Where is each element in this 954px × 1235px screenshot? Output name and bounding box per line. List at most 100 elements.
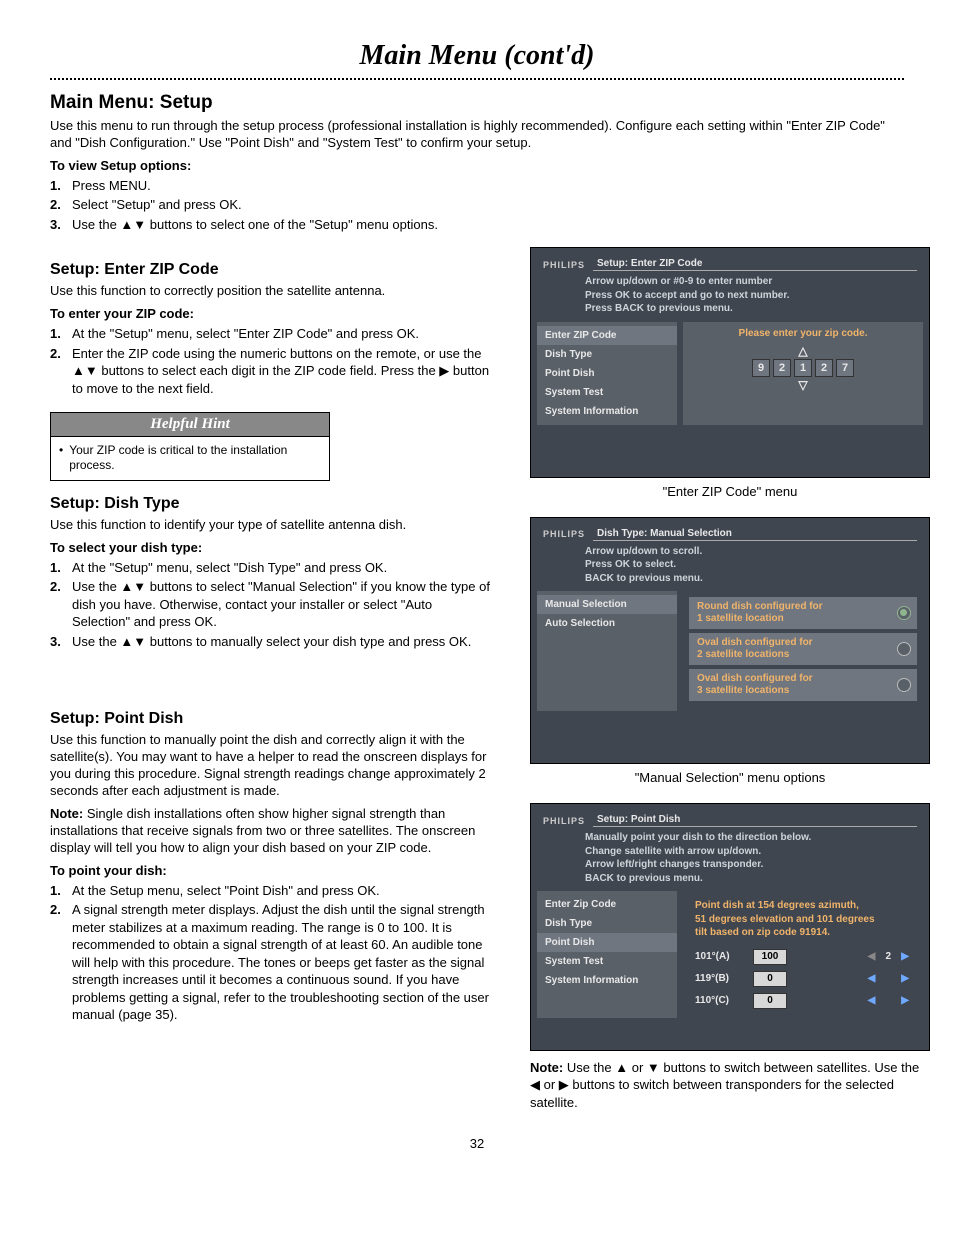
bullet-icon: • [59, 443, 63, 474]
step-text: Enter the ZIP code using the numeric but… [72, 345, 490, 398]
menu-item-enter-zip[interactable]: Enter Zip Code [537, 895, 677, 914]
arrow-left-icon[interactable]: ◀ [866, 951, 878, 962]
step-num: 1. [50, 177, 72, 195]
dish-option-round[interactable]: Round dish configured for 1 satellite lo… [689, 597, 917, 629]
point-note: Note: Use the ▲ or ▼ buttons to switch b… [530, 1059, 930, 1112]
dish-option-oval2[interactable]: Oval dish configured for 2 satellite loc… [689, 633, 917, 665]
instr-line: Press OK to accept and go to next number… [585, 289, 917, 303]
instr-line: Change satellite with arrow up/down. [585, 845, 917, 859]
step-num: 1. [50, 882, 72, 900]
menu-item-dish-type[interactable]: Dish Type [537, 914, 677, 933]
zip-desc: Use this function to correctly position … [50, 283, 490, 300]
menu-item-auto[interactable]: Auto Selection [537, 614, 677, 633]
option-line: 2 satellite locations [697, 649, 891, 661]
dish-heading: Setup: Dish Type [50, 495, 490, 513]
sat-row-c[interactable]: 110°(C) 0 ◀ ▶ [689, 990, 917, 1012]
step-num: 1. [50, 325, 72, 343]
point-heading: Setup: Point Dish [50, 710, 490, 728]
menu-item-system-info[interactable]: System Information [537, 971, 677, 990]
dish-screen: PHILIPS Dish Type: Manual Selection Arro… [530, 517, 930, 765]
menu-item-system-test[interactable]: System Test [537, 952, 677, 971]
step-num: 2. [50, 578, 72, 631]
sat-row-a[interactable]: 101°(A) 100 ◀ 2 ▶ [689, 946, 917, 968]
arrow-down-icon[interactable]: ▽ [689, 379, 917, 391]
arrow-up-icon[interactable]: △ [689, 345, 917, 357]
arrow-left-icon[interactable]: ◀ [866, 973, 878, 984]
view-options-head: To view Setup options: [50, 158, 904, 173]
brand-label: PHILIPS [543, 260, 585, 270]
option-line: Round dish configured for [697, 601, 891, 613]
arrow-right-icon[interactable]: ▶ [899, 951, 911, 962]
instr-line: BACK to previous menu. [585, 572, 917, 586]
screen-menu: Enter ZIP Code Dish Type Point Dish Syst… [537, 322, 677, 425]
signal-value: 100 [753, 949, 787, 965]
note-body: Use the ▲ or ▼ buttons to switch between… [530, 1060, 919, 1110]
step-text: At the "Setup" menu, select "Dish Type" … [72, 559, 490, 577]
screen-title: Setup: Point Dish [593, 814, 917, 827]
zip-caption: "Enter ZIP Code" menu [530, 484, 930, 499]
menu-item-point-dish[interactable]: Point Dish [537, 933, 677, 952]
step-text: Press MENU. [72, 177, 904, 195]
point-subhead: To point your dish: [50, 863, 490, 878]
option-line: 1 satellite location [697, 613, 891, 625]
dish-caption: "Manual Selection" menu options [530, 770, 930, 785]
note-label: Note: [50, 806, 83, 821]
brand-label: PHILIPS [543, 529, 585, 539]
menu-item-manual[interactable]: Manual Selection [537, 595, 677, 614]
step-text: Select "Setup" and press OK. [72, 196, 904, 214]
step-num: 1. [50, 559, 72, 577]
sat-row-b[interactable]: 119°(B) 0 ◀ ▶ [689, 968, 917, 990]
pd-head-line: 51 degrees elevation and 101 degrees [695, 913, 911, 927]
zip-digit[interactable]: 2 [815, 359, 833, 377]
zip-digit[interactable]: 7 [836, 359, 854, 377]
zip-heading: Setup: Enter ZIP Code [50, 261, 490, 279]
arrow-right-icon[interactable]: ▶ [899, 995, 911, 1006]
instr-line: Manually point your dish to the directio… [585, 831, 917, 845]
step-text: At the "Setup" menu, select "Enter ZIP C… [72, 325, 490, 343]
dish-options-pane: Round dish configured for 1 satellite lo… [683, 591, 923, 711]
step-text: Use the ▲▼ buttons to select one of the … [72, 216, 904, 234]
arrow-right-icon[interactable]: ▶ [899, 973, 911, 984]
instr-line: Arrow left/right changes transponder. [585, 858, 917, 872]
menu-item-dish-type[interactable]: Dish Type [537, 345, 677, 364]
screen-title: Dish Type: Manual Selection [593, 528, 917, 541]
pd-head-line: tilt based on zip code 91914. [695, 926, 911, 940]
note-body: Single dish installations often show hig… [50, 806, 475, 855]
sat-label: 110°(C) [695, 995, 749, 1006]
screen-menu: Enter Zip Code Dish Type Point Dish Syst… [537, 891, 677, 1018]
instr-line: Arrow up/down to scroll. [585, 545, 917, 559]
sat-label: 119°(B) [695, 973, 749, 984]
zip-prompt: Please enter your zip code. [689, 328, 917, 345]
zip-digit[interactable]: 9 [752, 359, 770, 377]
instr-line: Arrow up/down or #0-9 to enter number [585, 275, 917, 289]
point-pane: Point dish at 154 degrees azimuth, 51 de… [683, 891, 923, 1018]
option-line: Oval dish configured for [697, 637, 891, 649]
dish-desc: Use this function to identify your type … [50, 517, 490, 534]
point-note1: Note: Single dish installations often sh… [50, 806, 490, 857]
point-screen: PHILIPS Setup: Point Dish Manually point… [530, 803, 930, 1051]
menu-item-point-dish[interactable]: Point Dish [537, 364, 677, 383]
step-num: 2. [50, 345, 72, 398]
main-heading: Main Menu: Setup [50, 92, 904, 114]
step-num: 2. [50, 196, 72, 214]
hint-box: Helpful Hint • Your ZIP code is critical… [50, 412, 330, 481]
pd-head-line: Point dish at 154 degrees azimuth, [695, 899, 911, 913]
dish-subhead: To select your dish type: [50, 540, 490, 555]
menu-item-system-info[interactable]: System Information [537, 402, 677, 421]
sat-label: 101°(A) [695, 951, 749, 962]
zip-steps: 1.At the "Setup" menu, select "Enter ZIP… [50, 325, 490, 397]
instr-line: BACK to previous menu. [585, 872, 917, 886]
step-text: A signal strength meter displays. Adjust… [72, 901, 490, 1024]
zip-digit[interactable]: 1 [794, 359, 812, 377]
radio-icon [897, 606, 911, 620]
transponder-num: 2 [881, 951, 895, 962]
screen-title: Setup: Enter ZIP Code [593, 258, 917, 271]
step-num: 3. [50, 216, 72, 234]
zip-digit[interactable]: 2 [773, 359, 791, 377]
menu-item-enter-zip[interactable]: Enter ZIP Code [537, 326, 677, 345]
dish-steps: 1.At the "Setup" menu, select "Dish Type… [50, 559, 490, 651]
dish-option-oval3[interactable]: Oval dish configured for 3 satellite loc… [689, 669, 917, 701]
brand-label: PHILIPS [543, 816, 585, 826]
arrow-left-icon[interactable]: ◀ [866, 995, 878, 1006]
menu-item-system-test[interactable]: System Test [537, 383, 677, 402]
